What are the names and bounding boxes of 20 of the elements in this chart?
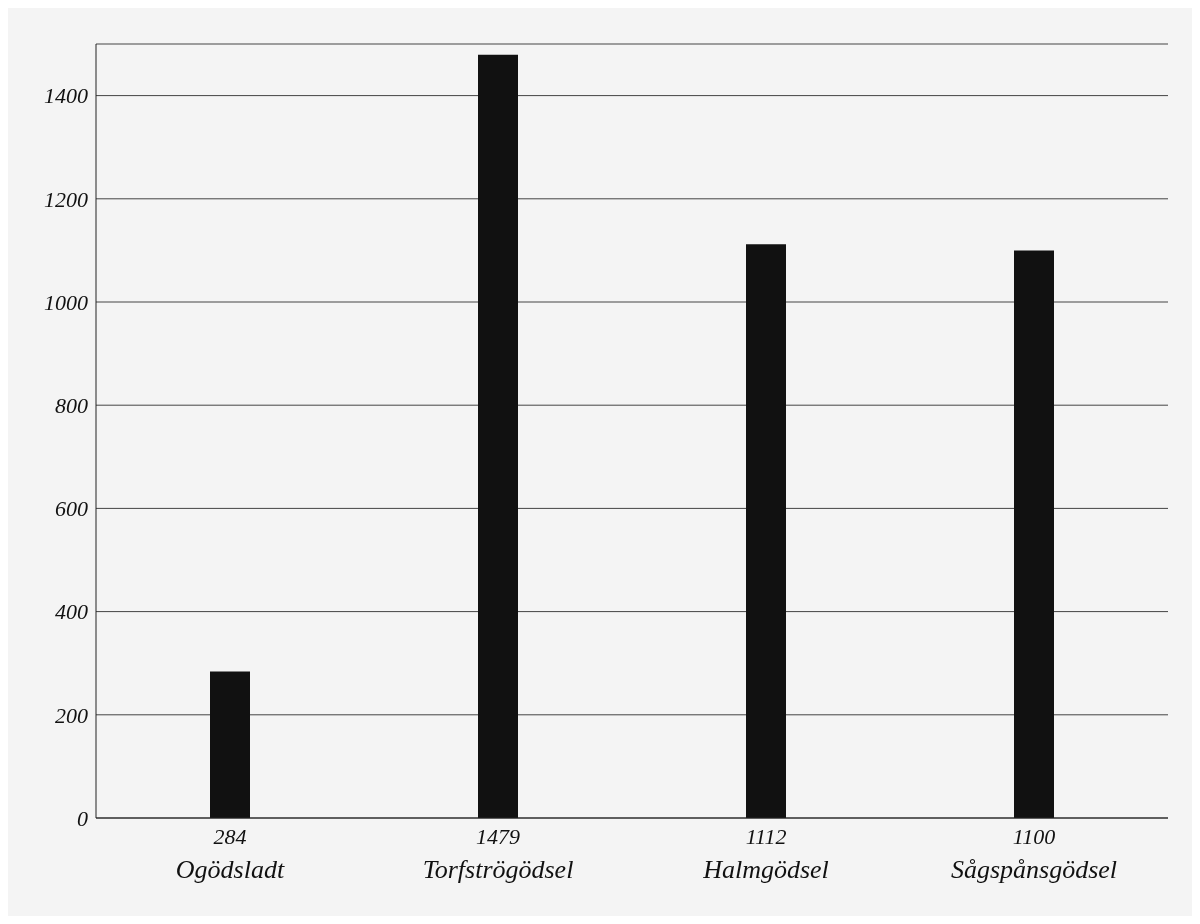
data-label: 1479 — [476, 824, 520, 849]
y-tick-label: 0 — [77, 805, 88, 831]
y-tick-label: 800 — [55, 393, 88, 419]
x-tick-label: Sågspånsgödsel — [950, 855, 1118, 884]
data-label: 284 — [213, 824, 247, 849]
bar — [1014, 250, 1054, 818]
bar — [746, 244, 786, 818]
y-tick-label: 1000 — [44, 289, 88, 315]
y-tick-label: 1200 — [44, 186, 88, 212]
x-tick-label: Ogödsladt — [175, 855, 285, 884]
data-label: 1112 — [745, 824, 787, 849]
data-label: 1100 — [1012, 824, 1056, 849]
y-tick-label: 400 — [55, 599, 88, 625]
y-tick-label: 600 — [55, 496, 88, 522]
x-tick-label: Torfströgödsel — [422, 855, 574, 884]
y-tick-label: 1400 — [44, 83, 88, 109]
x-tick-label: Halmgödsel — [702, 855, 829, 884]
bar — [478, 54, 518, 818]
bar — [210, 671, 250, 818]
y-tick-label: 200 — [55, 702, 88, 728]
